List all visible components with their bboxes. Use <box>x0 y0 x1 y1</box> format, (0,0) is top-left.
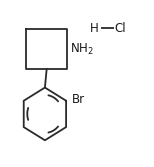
Text: Cl: Cl <box>115 22 126 35</box>
Text: Br: Br <box>71 93 85 106</box>
Text: NH$_2$: NH$_2$ <box>70 41 94 56</box>
Text: H: H <box>90 22 99 35</box>
